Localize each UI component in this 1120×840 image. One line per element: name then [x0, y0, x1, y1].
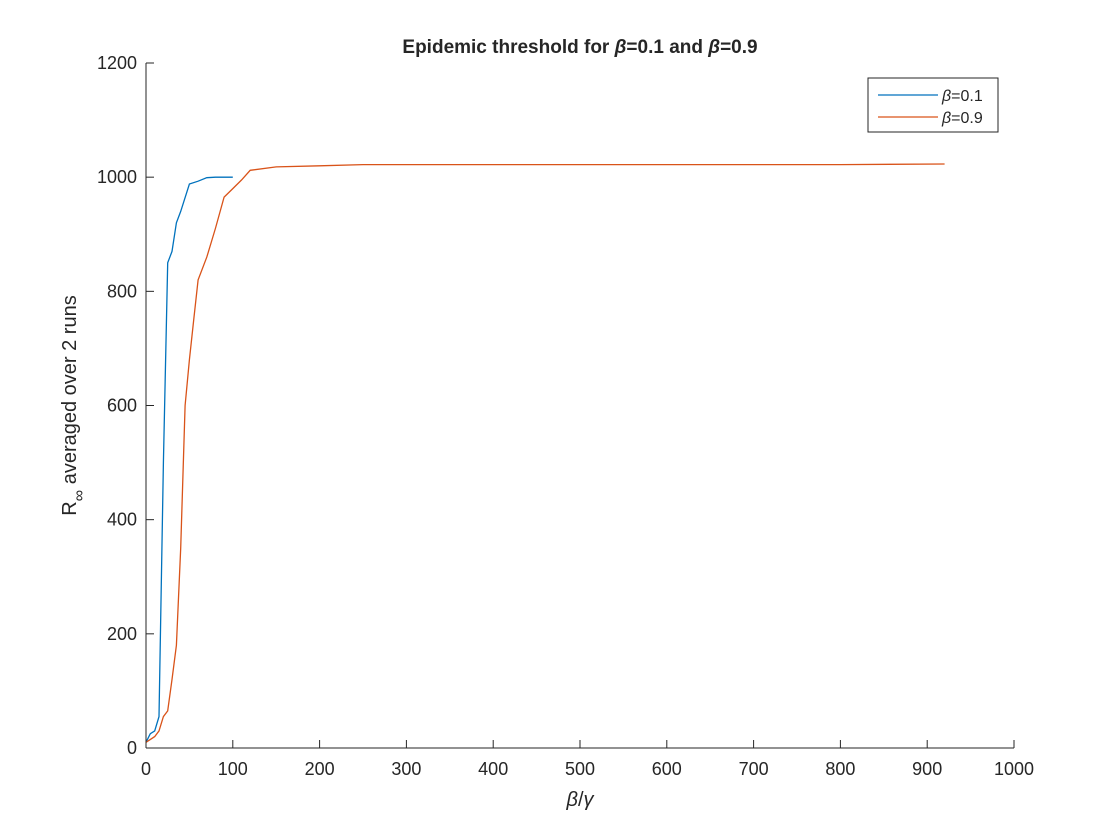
text-part: =0.1 and [626, 37, 708, 58]
legend-label-2: β=0.9 [941, 110, 983, 127]
series-layer [145, 163, 945, 743]
x-tick-label: 700 [739, 759, 769, 779]
y-label-rest: averaged over 2 runs [59, 295, 81, 490]
text-part: β [941, 110, 951, 127]
y-tick-label: 1200 [97, 53, 137, 73]
y-tick-label: 0 [127, 738, 137, 758]
y-axis-label: R∞ averaged over 2 runs [59, 295, 88, 515]
text-part: Epidemic threshold for [402, 37, 614, 58]
y-label-main: R [59, 501, 81, 515]
x-tick-label: 100 [218, 759, 248, 779]
text-part: β [941, 88, 951, 105]
x-tick-label: 200 [305, 759, 335, 779]
y-label-subscript: ∞ [71, 490, 88, 501]
series-line-1 [145, 176, 233, 743]
y-tick-label: 600 [107, 396, 137, 416]
text-part: =0.1 [951, 88, 983, 105]
x-tick-label: 800 [825, 759, 855, 779]
x-tick-label: 400 [478, 759, 508, 779]
y-tick-label: 800 [107, 281, 137, 301]
series-line-2 [145, 163, 945, 743]
y-tick-label: 400 [107, 510, 137, 530]
x-axis-label: β/γ [566, 789, 595, 811]
x-tick-label: 500 [565, 759, 595, 779]
text-part: =0.9 [951, 110, 983, 127]
legend-label-1: β=0.1 [941, 88, 983, 105]
x-tick-label: 1000 [994, 759, 1034, 779]
text-part: =0.9 [720, 37, 758, 58]
text-part: β [707, 37, 720, 58]
x-tick-label: 0 [141, 759, 151, 779]
chart-title: Epidemic threshold for β=0.1 and β=0.9 [402, 37, 757, 58]
x-tick-label: 900 [912, 759, 942, 779]
x-tick-label: 600 [652, 759, 682, 779]
y-tick-label: 1000 [97, 167, 137, 187]
text-part: γ [584, 789, 595, 811]
axes-layer: 0 100 200 300 400 500 600 700 800 900 1000 0 200 400 6… [97, 53, 1034, 779]
legend-box [867, 77, 999, 133]
text-part: β [566, 789, 578, 811]
legend: β=0.1β=0.9 [867, 77, 999, 133]
text-part: / [578, 789, 584, 811]
text-part: β [614, 37, 627, 58]
x-tick-label: 300 [391, 759, 421, 779]
y-tick-label: 200 [107, 624, 137, 644]
